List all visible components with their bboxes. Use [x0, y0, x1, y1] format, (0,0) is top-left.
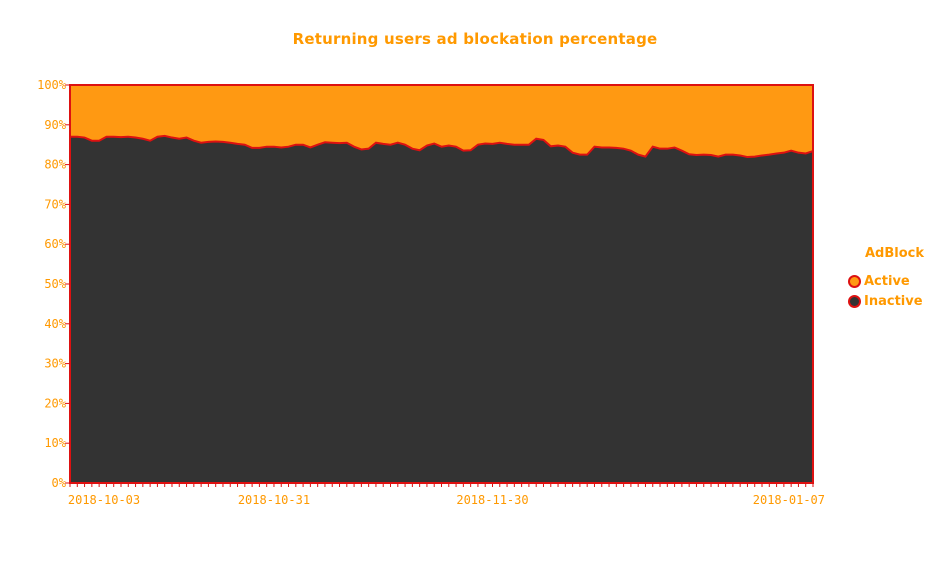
y-tick-label: 80% [44, 158, 66, 172]
legend-swatch-active [848, 274, 861, 288]
legend-label-active: Active [864, 273, 910, 289]
legend-item-active[interactable]: Active [848, 271, 946, 291]
legend-label-inactive: Inactive [864, 293, 923, 309]
chart-title: Returning users ad blockation percentage [292, 30, 658, 48]
y-tick-label: 30% [44, 357, 66, 371]
area-inactive [70, 135, 813, 483]
y-tick-label: 100% [37, 78, 67, 92]
y-tick-label: 10% [44, 436, 66, 450]
legend-swatch-inactive [848, 294, 861, 308]
x-tick-label: 2018-10-03 [68, 493, 140, 507]
legend: AdBlock Active Inactive [848, 246, 946, 311]
y-tick-label: 50% [44, 277, 66, 291]
y-tick-label: 70% [44, 197, 66, 211]
y-tick-label: 40% [44, 317, 66, 331]
x-tick-label: 2018-11-30 [456, 493, 528, 507]
x-tick-label: 2018-10-31 [238, 493, 310, 507]
x-tick-label: 2018-01-07 [753, 493, 825, 507]
y-tick-label: 0% [52, 476, 67, 490]
legend-title: AdBlock [865, 246, 925, 261]
y-tick-label: 20% [44, 396, 66, 410]
y-tick-label: 90% [44, 118, 66, 132]
legend-item-inactive[interactable]: Inactive [848, 291, 946, 311]
series-boundary-line [70, 134, 814, 159]
y-tick-label: 60% [44, 237, 66, 251]
